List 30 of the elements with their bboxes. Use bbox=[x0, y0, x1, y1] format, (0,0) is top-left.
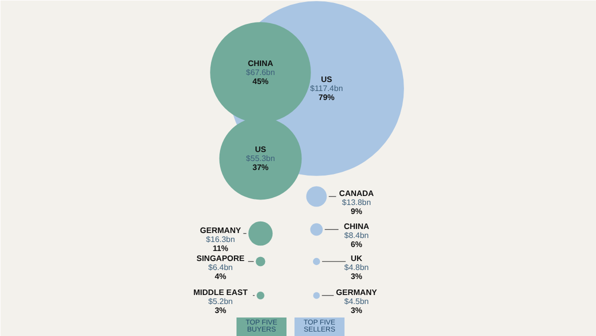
text: 37% bbox=[252, 163, 269, 172]
text: 6% bbox=[350, 240, 362, 249]
category-label: US bbox=[254, 145, 267, 154]
category-label: GERMANY bbox=[200, 226, 242, 235]
data-label: $8.4bn bbox=[344, 231, 369, 240]
data-label: $6.4bn bbox=[208, 263, 233, 272]
category-label: MIDDLE EAST bbox=[193, 288, 248, 297]
text: 11% bbox=[212, 244, 228, 253]
text: 3% bbox=[214, 306, 226, 315]
data-label: $13.8bn bbox=[342, 198, 371, 207]
category-label: GERMANY bbox=[336, 288, 378, 297]
data-label: $67.6bn bbox=[246, 68, 275, 77]
category-label: US bbox=[320, 75, 333, 84]
text: 79% bbox=[318, 93, 335, 102]
category-label: SINGAPORE bbox=[196, 254, 246, 263]
category-label: CHINA bbox=[248, 59, 274, 68]
data-label: $117.4bn bbox=[310, 84, 343, 93]
data-label: $4.8bn bbox=[344, 263, 369, 272]
category-label: CANADA bbox=[339, 189, 374, 198]
text: 9% bbox=[350, 207, 362, 216]
data-label: $4.5bn bbox=[344, 297, 369, 306]
text: 3% bbox=[350, 306, 362, 315]
text: 3% bbox=[350, 272, 362, 281]
data-label: $55.3bn bbox=[246, 154, 275, 163]
text: 4% bbox=[214, 272, 226, 281]
text: 45% bbox=[252, 77, 269, 86]
category-label: CHINA bbox=[344, 222, 370, 231]
category-label: UK bbox=[350, 254, 362, 263]
data-label: $5.2bn bbox=[208, 297, 233, 306]
data-label: $16.3bn bbox=[206, 235, 235, 244]
